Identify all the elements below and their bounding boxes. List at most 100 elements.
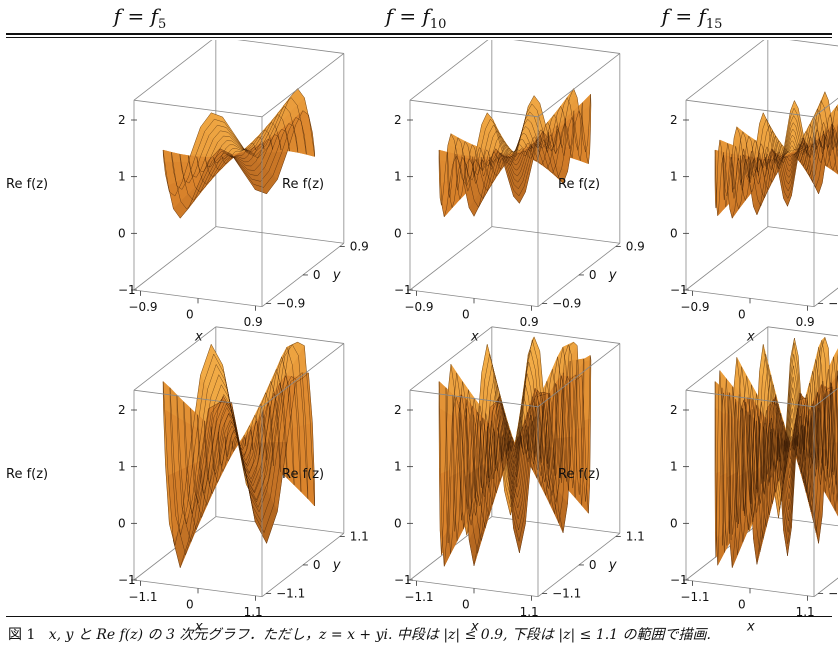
z-tick-label: 0 xyxy=(394,226,402,240)
y-axis-label: y xyxy=(332,268,341,283)
z-tick-label: 1 xyxy=(670,170,678,184)
box-edge xyxy=(685,40,765,101)
x-tick-label: −1.1 xyxy=(404,590,433,604)
z-tick-label: 1 xyxy=(394,170,402,184)
z-tick-label: −1 xyxy=(118,573,136,587)
box-edge xyxy=(409,99,539,118)
box-edge xyxy=(813,287,838,307)
mesh-ring xyxy=(438,87,592,217)
x-axis-label: x xyxy=(194,329,203,344)
box-edge xyxy=(133,99,263,118)
mesh-ring xyxy=(714,91,838,220)
surface-plot-bottom-f15: 210−1Re f(z)−1.101.1x−1.101.1y xyxy=(558,326,838,634)
mesh-ring xyxy=(740,113,838,193)
mesh-ring xyxy=(188,114,290,193)
x-axis-label: x xyxy=(470,329,479,344)
x-tick-label: 0 xyxy=(738,307,746,321)
x-tick-label: −0.9 xyxy=(680,300,709,314)
y-axis-label: y xyxy=(332,558,341,573)
mesh-ring xyxy=(464,114,566,192)
z-tick-label: 2 xyxy=(118,113,126,127)
mesh-ring xyxy=(196,122,282,185)
box-edge xyxy=(409,40,489,101)
y-tick-label: 0.9 xyxy=(626,239,645,253)
box-edge xyxy=(685,226,769,291)
box-edge xyxy=(789,40,838,47)
box-edge xyxy=(237,40,344,54)
mesh-ring xyxy=(179,105,299,201)
y-tick-label: −0.9 xyxy=(276,296,305,310)
box-edge xyxy=(261,242,345,307)
x-tick-label: −0.9 xyxy=(404,300,433,314)
mesh-ring xyxy=(765,136,817,171)
box-edge xyxy=(491,326,620,344)
z-tick-label: 2 xyxy=(118,403,126,417)
z-tick-label: 0 xyxy=(118,516,126,530)
z-tick-label: 0 xyxy=(118,226,126,240)
box-edge xyxy=(215,516,344,534)
box-edge xyxy=(133,516,217,581)
surface-patch xyxy=(438,380,447,414)
box-edge xyxy=(491,226,620,244)
z-axis-label: Re f(z) xyxy=(282,177,324,192)
y-tick-label: 1.1 xyxy=(350,529,369,543)
column-title-f10: f = f10 xyxy=(385,4,447,32)
y-tick-label: −0.9 xyxy=(828,296,838,310)
box-edge xyxy=(133,326,217,391)
box-edge xyxy=(215,326,344,344)
y-axis-label: y xyxy=(608,268,617,283)
y-tick-label: −1.1 xyxy=(552,586,581,600)
y-tick-label: 0 xyxy=(313,558,321,572)
z-axis-label: Re f(z) xyxy=(6,467,48,482)
surface-patch xyxy=(188,155,198,163)
mesh-ring xyxy=(472,121,558,185)
mesh-ring xyxy=(171,97,307,210)
mesh-ring xyxy=(213,136,265,171)
box-edge xyxy=(767,226,838,237)
z-axis-label: Re f(z) xyxy=(6,177,48,192)
surface-patch xyxy=(718,139,728,153)
y-tick-label: 0 xyxy=(313,268,321,282)
y-tick-label: −0.9 xyxy=(552,296,581,310)
box-edge xyxy=(409,226,493,291)
box-edge xyxy=(813,97,838,118)
x-tick-label: 0 xyxy=(186,307,194,321)
x-tick-label: 0 xyxy=(462,307,470,321)
y-tick-label: 0.9 xyxy=(350,239,369,253)
z-tick-label: 1 xyxy=(394,460,402,474)
z-tick-label: 1 xyxy=(118,170,126,184)
y-tick-label: 0 xyxy=(589,268,597,282)
mesh-ring xyxy=(731,105,838,202)
x-tick-label: 0.9 xyxy=(520,315,539,329)
top-rule-thin xyxy=(6,37,832,38)
box-edge xyxy=(261,53,345,118)
box-edge xyxy=(767,326,838,337)
box-edge xyxy=(767,516,838,527)
box-edge xyxy=(215,226,344,244)
y-tick-label: 0 xyxy=(589,558,597,572)
z-tick-label: −1 xyxy=(118,283,136,297)
box-edge xyxy=(685,99,815,118)
box-edge xyxy=(537,53,621,118)
box-edge xyxy=(513,40,620,54)
x-axis-label: x xyxy=(746,329,755,344)
surface-plot-top-f15: 210−1Re f(z)−0.900.9x−0.900.9y xyxy=(558,40,838,344)
surface-plot-bottom-f5: 210−1Re f(z)−1.101.1x−1.101.1y xyxy=(6,326,369,634)
x-tick-label: 0.9 xyxy=(796,315,815,329)
y-axis-label: y xyxy=(608,558,617,573)
z-tick-label: 2 xyxy=(394,113,402,127)
y-tick-label: −1.1 xyxy=(276,586,305,600)
surface-plot-top-f10: 2 1 0 −1 Re f(z) −0.9 0 0.9 x −0.9 0 0.9 y xyxy=(282,40,645,344)
z-axis-label: Re f(z) xyxy=(558,177,600,192)
z-tick-label: 0 xyxy=(670,226,678,240)
x-tick-label: 0.9 xyxy=(244,315,263,329)
column-title-f5: f = f5 xyxy=(113,4,167,32)
box-edge xyxy=(491,516,620,534)
z-axis-label: Re f(z) xyxy=(282,467,324,482)
x-tick-label: 0 xyxy=(462,597,470,611)
z-tick-label: −1 xyxy=(394,283,412,297)
mesh-ring xyxy=(723,100,838,210)
box-edge xyxy=(133,40,213,101)
